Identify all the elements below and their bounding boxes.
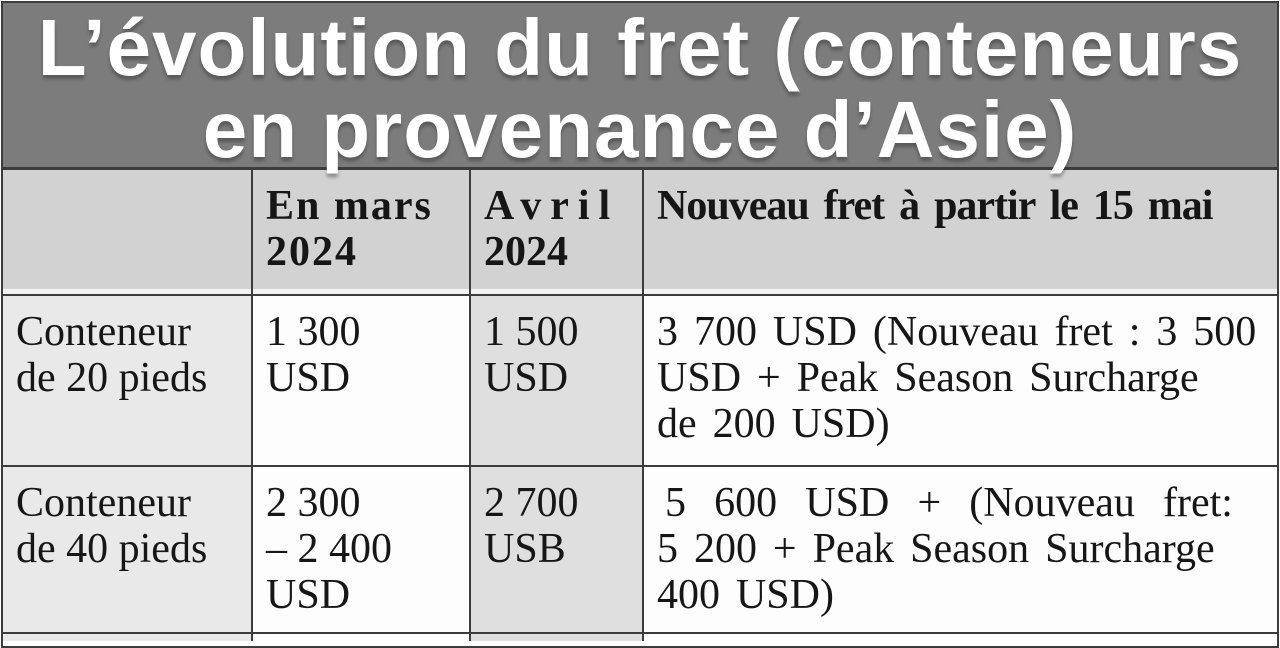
cell-20-pieds-nouveau-fret: 3 700 USD (Nouveau fret : 3 500 USD + Pea… [642,295,1277,467]
cell-20-pieds-mars: 1 300 USD [251,295,470,467]
next-row-sliver [3,633,1277,641]
header-cell-nouveau-fret-15-mai: Nouveau fret à partir le 15 mai [642,170,1277,296]
cell-label-40-pieds: Conteneur de 40 pieds [3,466,252,634]
cell-40-pieds-mars: 2 300– 2 400 USD [251,466,470,634]
header-cell-avril-2024: Avril 2024 [469,170,643,296]
row-conteneur-40-pieds: Conteneur de 40 pieds 2 300– 2 400 USD 2 7… [3,466,1277,634]
cell-40-pieds-nouveau-fret: 5 600 USD + (Nouveau fret: 5 200 + Peak S… [642,466,1277,634]
freight-table: En mars 2024 Avril 2024 Nouveau fret à par… [3,170,1277,641]
cell-label-20-pieds: Conteneur de 20 pieds [3,295,252,467]
cell-40-pieds-avril: 2 700 USB [469,466,643,634]
table-title: L’évolution du fret (conteneurs en proven… [3,3,1277,171]
header-row: En mars 2024 Avril 2024 Nouveau fret à par… [3,170,1277,296]
row-conteneur-20-pieds: Conteneur de 20 pieds 1 300 USD 1 500 USD 3… [3,295,1277,467]
header-cell-empty [3,170,252,296]
header-cell-en-mars-2024: En mars 2024 [251,170,470,296]
cell-20-pieds-avril: 1 500 USD [469,295,643,467]
